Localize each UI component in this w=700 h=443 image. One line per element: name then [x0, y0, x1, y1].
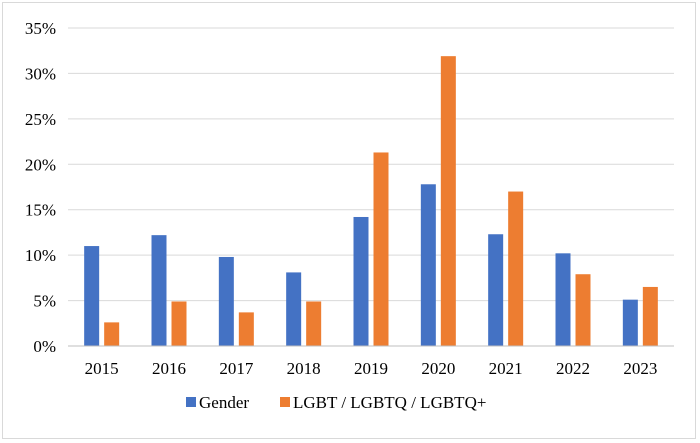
bar-gender-2018 — [286, 272, 302, 346]
bar-lgbt-2020 — [440, 56, 456, 347]
x-tick-label: 2017 — [219, 359, 254, 378]
bar-gender-2020 — [420, 184, 436, 346]
y-tick-label: 0% — [33, 337, 56, 356]
bars — [84, 56, 658, 347]
bar-gender-2017 — [218, 256, 234, 346]
bar-lgbt-2021 — [508, 191, 524, 346]
legend-swatch-lgbt — [280, 397, 290, 407]
bar-lgbt-2022 — [575, 274, 591, 346]
y-tick-label: 10% — [25, 246, 56, 265]
y-tick-label: 5% — [33, 292, 56, 311]
bar-lgbt-2018 — [306, 301, 322, 346]
legend-label-gender: Gender — [199, 393, 249, 412]
x-axis-ticks: 2015 2016 2017 2018 2019 2020 2021 2022 2023 — [85, 359, 658, 378]
x-tick-label: 2018 — [287, 359, 321, 378]
x-tick-label: 2019 — [354, 359, 388, 378]
bar-gender-2023 — [622, 299, 638, 346]
y-tick-label: 25% — [25, 110, 56, 129]
y-axis-ticks: 0% 5% 10% 15% 20% 25% 30% 35% — [25, 19, 56, 356]
bar-gender-2015 — [84, 246, 100, 346]
x-tick-label: 2021 — [489, 359, 523, 378]
bar-gender-2022 — [555, 253, 571, 346]
bar-gender-2021 — [488, 234, 504, 346]
bar-gender-2019 — [353, 216, 369, 346]
y-tick-label: 30% — [25, 64, 56, 83]
y-tick-label: 35% — [25, 19, 56, 38]
x-tick-label: 2023 — [623, 359, 657, 378]
y-tick-label: 20% — [25, 155, 56, 174]
bar-gender-2016 — [151, 235, 167, 346]
bar-lgbt-2023 — [642, 286, 658, 346]
legend-label-lgbt: LGBT / LGBTQ / LGBTQ+ — [293, 393, 486, 412]
legend-swatch-gender — [186, 397, 196, 407]
x-tick-label: 2020 — [421, 359, 455, 378]
bar-lgbt-2016 — [171, 301, 187, 346]
bar-lgbt-2019 — [373, 152, 389, 346]
x-tick-label: 2022 — [556, 359, 590, 378]
x-tick-label: 2015 — [85, 359, 119, 378]
gridlines — [68, 27, 674, 302]
bar-lgbt-2015 — [104, 322, 120, 346]
legend: Gender LGBT / LGBTQ / LGBTQ+ — [186, 393, 486, 412]
chart-frame — [2, 2, 696, 439]
x-tick-label: 2016 — [152, 359, 186, 378]
bar-lgbt-2017 — [238, 312, 254, 346]
y-tick-label: 15% — [25, 201, 56, 220]
